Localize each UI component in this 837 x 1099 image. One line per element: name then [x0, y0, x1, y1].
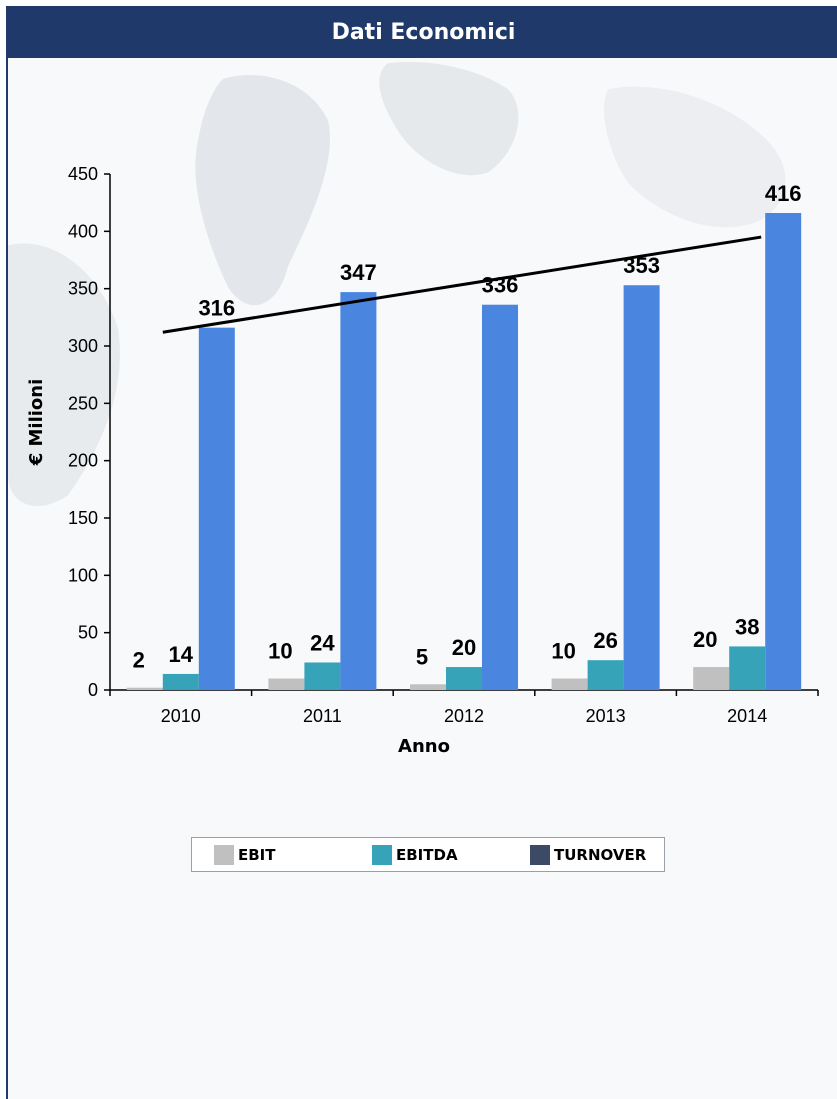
- data-label-turnover: 347: [340, 260, 377, 285]
- data-label-ebitda: 26: [593, 628, 617, 653]
- legend-swatch-ebit: [214, 845, 234, 865]
- bar-turnover: [482, 304, 518, 690]
- bar-turnover: [765, 212, 802, 690]
- data-label-ebit: 20: [693, 627, 717, 652]
- legend-item-ebitda: EBITDA: [372, 845, 458, 865]
- data-label-ebitda: 14: [169, 642, 194, 667]
- x-axis-title: Anno: [398, 736, 450, 757]
- bar-ebit: [268, 678, 305, 690]
- y-axis-title: € Milioni: [26, 379, 47, 467]
- bar-ebit: [551, 678, 588, 690]
- bar-turnover: [623, 285, 660, 690]
- y-tick-label: 300: [68, 336, 98, 356]
- legend-item-ebit: EBIT: [214, 845, 276, 865]
- bar-ebit: [410, 684, 446, 690]
- bar-ebitda: [304, 662, 341, 690]
- bar-ebitda: [446, 667, 482, 690]
- bar-ebitda: [587, 660, 624, 690]
- data-label-ebitda: 20: [452, 635, 476, 660]
- data-label-ebitda: 24: [310, 630, 335, 655]
- data-label-ebitda: 38: [735, 614, 759, 639]
- bar-ebit: [126, 687, 163, 690]
- x-tick-label: 2010: [161, 706, 201, 726]
- legend-item-turnover: TURNOVER: [530, 845, 646, 865]
- legend-label-turnover: TURNOVER: [554, 846, 647, 864]
- legend-label-ebit: EBIT: [238, 846, 276, 864]
- y-tick-label: 0: [88, 680, 98, 700]
- bar-turnover: [340, 292, 377, 690]
- data-label-turnover: 416: [765, 181, 802, 206]
- y-tick-label: 350: [68, 279, 98, 299]
- chart-header-title: Dati Economici: [331, 19, 516, 45]
- legend-label-ebitda: EBITDA: [396, 846, 458, 864]
- x-tick-label: 2014: [727, 706, 767, 726]
- chart-legend: EBIT EBITDA TURNOVER: [191, 837, 665, 872]
- data-label-ebit: 5: [416, 644, 428, 669]
- legend-swatch-ebitda: [372, 845, 392, 865]
- y-tick-label: 150: [68, 508, 98, 528]
- data-label-ebit: 2: [133, 648, 145, 673]
- y-tick-label: 250: [68, 393, 98, 413]
- data-label-ebit: 10: [551, 639, 575, 664]
- x-tick-label: 2012: [444, 706, 484, 726]
- data-label-ebit: 10: [268, 639, 292, 664]
- y-tick-label: 450: [68, 164, 98, 184]
- bar-ebitda: [162, 673, 199, 690]
- bar-ebitda: [729, 646, 766, 690]
- data-label-turnover: 316: [198, 296, 235, 321]
- turnover-trendline: [162, 235, 762, 334]
- y-tick-label: 50: [78, 623, 98, 643]
- legend-swatch-turnover: [530, 845, 550, 865]
- y-tick-label: 100: [68, 565, 98, 585]
- bar-ebit: [693, 667, 730, 690]
- chart-header: Dati Economici: [8, 6, 837, 58]
- y-tick-label: 200: [68, 451, 98, 471]
- world-map-background: [8, 61, 786, 507]
- bar-turnover: [198, 327, 235, 690]
- y-tick-label: 400: [68, 221, 98, 241]
- chart-panel: Dati Economici 0 50 100 150 200 250 300 350 400 4…: [6, 6, 837, 1099]
- x-tick-label: 2011: [303, 706, 342, 726]
- x-tick-label: 2013: [586, 706, 626, 726]
